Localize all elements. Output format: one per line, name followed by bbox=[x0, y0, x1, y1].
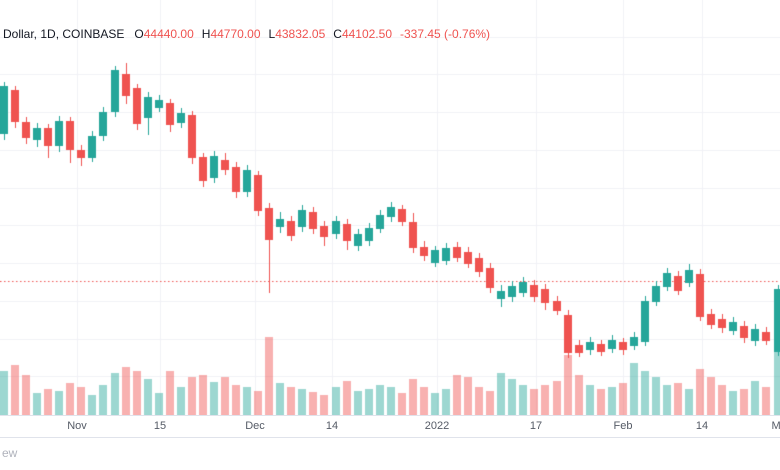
close-value: 44102.50 bbox=[341, 27, 392, 41]
low-label: L bbox=[268, 27, 276, 41]
time-axis-label: Nov bbox=[67, 420, 87, 432]
time-axis-label: 14 bbox=[325, 420, 339, 432]
high-label: H bbox=[201, 27, 211, 41]
open-label: O bbox=[134, 27, 144, 41]
time-axis[interactable]: Nov 15 Dec 14 2022 17 Feb 14 Mar bbox=[0, 415, 780, 438]
chart-legend: Dollar, 1D, COINBASE O44440.00 H44770.00 L4… bbox=[3, 27, 490, 41]
close-label: C bbox=[333, 27, 342, 41]
low-value: 43832.05 bbox=[275, 27, 326, 41]
open-value: 44440.00 bbox=[143, 27, 194, 41]
candlestick-chart-canvas[interactable] bbox=[0, 0, 780, 415]
time-axis-label: 14 bbox=[695, 420, 709, 432]
tradingview-watermark-fragment: ew bbox=[2, 446, 18, 460]
high-value: 44770.00 bbox=[210, 27, 261, 41]
time-axis-label: Feb bbox=[613, 420, 633, 432]
change-value: -337.45 (-0.76%) bbox=[400, 27, 491, 41]
time-axis-label: Mar bbox=[771, 420, 780, 432]
time-axis-label: 2022 bbox=[424, 420, 450, 432]
symbol-title[interactable]: Dollar, 1D, COINBASE bbox=[3, 27, 125, 41]
time-axis-label: Dec bbox=[245, 420, 265, 432]
time-axis-label: 17 bbox=[529, 420, 543, 432]
time-axis-label: 15 bbox=[153, 420, 167, 432]
